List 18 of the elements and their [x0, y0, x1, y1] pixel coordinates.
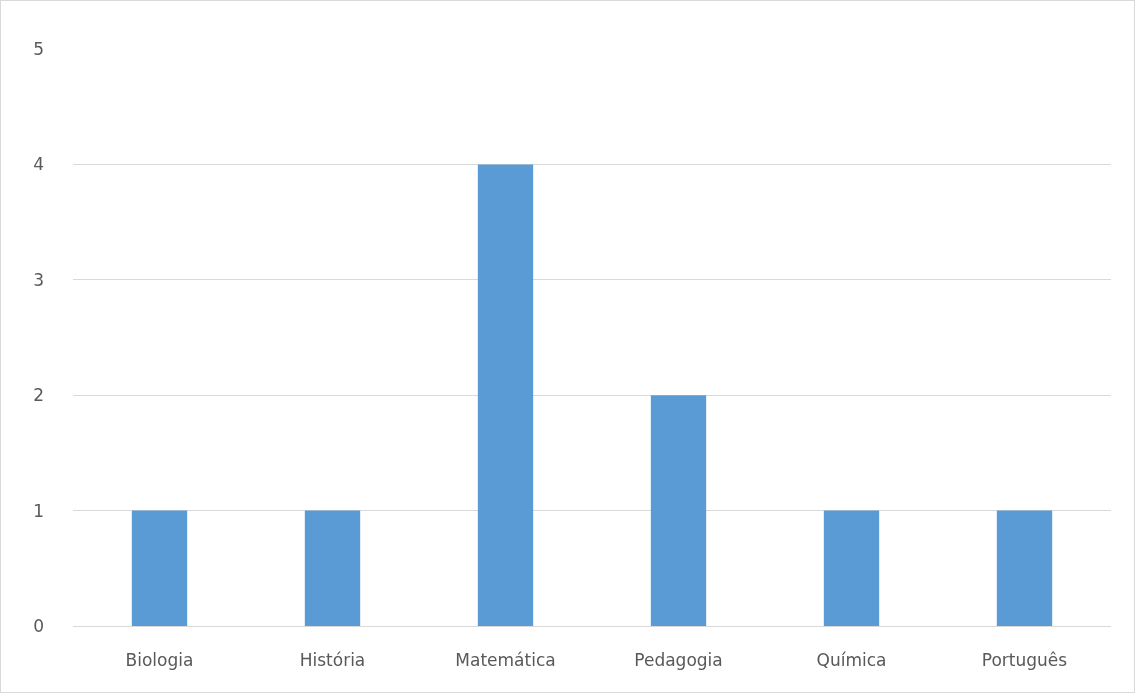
x-tick-label: Pedagogia	[634, 650, 723, 670]
x-tick-label: Biologia	[125, 650, 194, 670]
y-tick-label: 5	[33, 38, 44, 59]
bar	[477, 164, 534, 626]
y-tick-label: 2	[33, 385, 44, 406]
bar	[996, 510, 1053, 626]
x-tick-label: Português	[981, 650, 1068, 670]
bar	[304, 510, 361, 626]
bar	[650, 395, 707, 626]
y-tick-label: 3	[33, 269, 44, 290]
y-tick-label: 0	[33, 615, 44, 636]
bar	[823, 510, 880, 626]
bar	[131, 510, 188, 626]
x-tick-label: Química	[816, 650, 887, 670]
x-tick-label: História	[299, 650, 366, 670]
y-tick-label: 4	[33, 154, 44, 175]
x-tick-label: Matemática	[455, 650, 556, 670]
y-tick-label: 1	[33, 500, 44, 521]
